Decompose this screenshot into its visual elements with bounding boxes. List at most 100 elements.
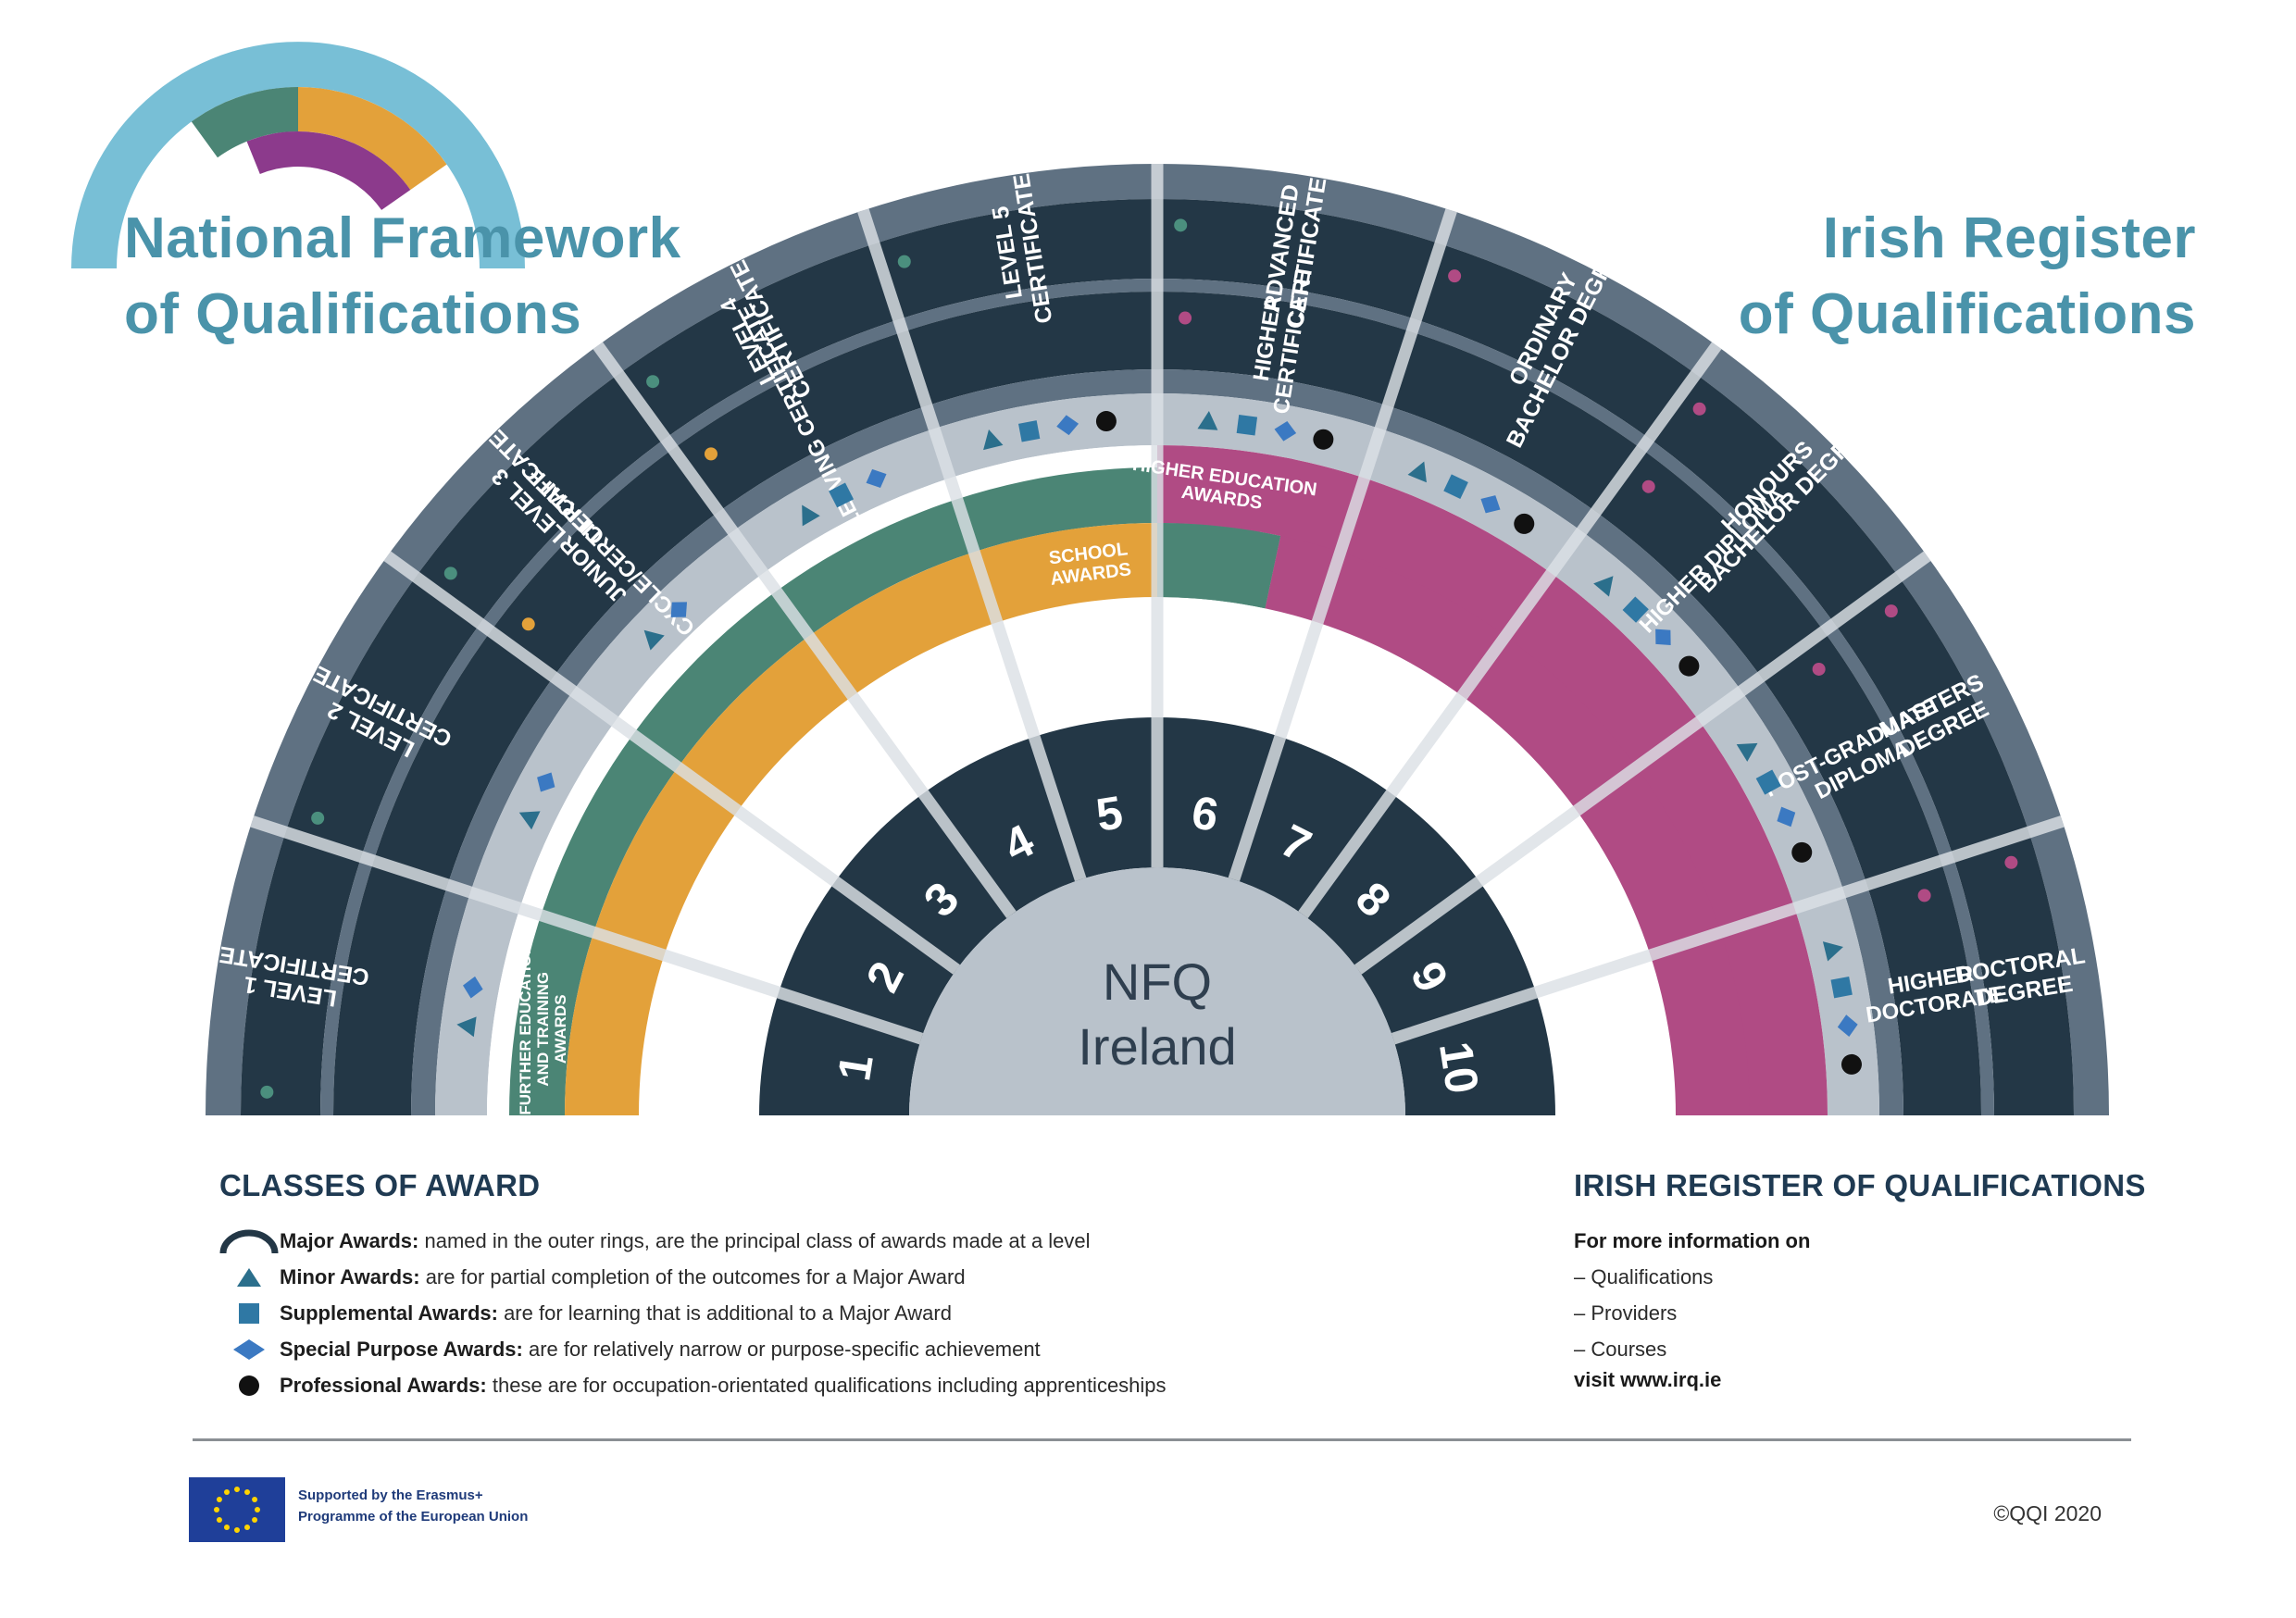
level10-dia-icon-shape (1837, 1014, 1858, 1038)
diamond-icon (218, 1334, 280, 1365)
level2-dia-icon (537, 772, 555, 792)
level4-tri-icon (802, 504, 820, 527)
nfq-title-line1: National Framework (124, 206, 681, 270)
level1-dia-icon-shape (463, 976, 483, 999)
erasmus-support-text: Supported by the Erasmus+ Programme of t… (298, 1485, 528, 1527)
level3-tri-icon-shape (643, 629, 665, 651)
spoke-1 (250, 815, 924, 1045)
level4-dia-icon-shape (866, 468, 887, 489)
level10-tri-icon-shape (1822, 941, 1843, 962)
outer-dot-5 (897, 255, 911, 268)
eu-star-3 (244, 1525, 250, 1531)
level9-tri-icon-shape (1736, 742, 1758, 762)
legend-supplemental-text: are for learning that is additional to a… (497, 1301, 952, 1325)
legend-row-supplemental: Supplemental Awards: are for learning th… (218, 1298, 952, 1329)
level8-dia-icon-shape (1655, 629, 1671, 646)
level9-dia-icon-shape (1777, 806, 1796, 828)
square-icon (218, 1298, 280, 1329)
logo-arc-purple (246, 131, 411, 210)
inner-dot-3 (1179, 311, 1192, 325)
level10-sq-icon-shape (1830, 976, 1853, 999)
legend-supplemental-title: Supplemental Awards: (280, 1301, 498, 1325)
further-education-label-line-1: FURTHER EDUCATION (517, 943, 534, 1115)
level7-dot-icon-shape (1514, 513, 1535, 534)
outer-dot-4 (646, 375, 660, 389)
outer-dot-10 (2004, 855, 2018, 869)
level5-dot-icon-shape (1095, 411, 1117, 432)
level6-dia-icon (1274, 421, 1297, 442)
level3-dia-icon (670, 602, 688, 617)
eu-star-7 (214, 1507, 219, 1512)
level4-dia-icon (866, 468, 887, 489)
level5-dia-icon (1056, 415, 1079, 436)
eu-star-4 (234, 1527, 240, 1533)
eu-star-2 (252, 1517, 258, 1523)
level7-dia-icon-shape (1480, 495, 1501, 514)
eu-star-10 (234, 1487, 240, 1492)
level7-tri-icon (1407, 461, 1427, 483)
legend-row-major: Major Awards: named in the outer rings, … (218, 1226, 1091, 1257)
level10-dot-icon-shape (1841, 1053, 1862, 1075)
erasmus-line1: Supported by the Erasmus+ (298, 1487, 483, 1503)
legend-row-professional: Professional Awards: these are for occup… (218, 1370, 1167, 1401)
outer-dot-2 (311, 811, 325, 825)
major-arc-icon (218, 1226, 280, 1257)
spoke-7 (1298, 342, 1722, 919)
nfq-title: National Framework of Qualifications (124, 201, 681, 353)
classes-of-award-heading: CLASSES OF AWARD (219, 1168, 541, 1202)
nfq-logo (71, 42, 525, 269)
eu-star-11 (244, 1488, 250, 1495)
irq-title-line1: Irish Register (1822, 206, 2196, 270)
footer-divider (193, 1438, 2131, 1441)
eu-star-1 (255, 1507, 260, 1512)
level5-tri-icon-shape (983, 429, 1004, 451)
level6-dot-icon (1313, 429, 1334, 450)
eu-star-6 (216, 1517, 222, 1523)
level5-sq-icon (1017, 420, 1041, 442)
level1-tri-icon (456, 1016, 477, 1038)
level2-tri-icon-shape (518, 811, 541, 830)
level-ring (759, 717, 1555, 1115)
level4-sq-icon-shape (829, 482, 855, 508)
level-number-10: 10 (1429, 1039, 1489, 1098)
eu-star-8 (216, 1497, 222, 1502)
centre-label-nfq: NFQ (1103, 952, 1212, 1011)
level4-sq-icon (829, 482, 855, 508)
logo-arc-orange (298, 87, 447, 191)
legend-special-title: Special Purpose Awards: (280, 1338, 523, 1361)
centre-label-ireland: Ireland (1078, 1017, 1236, 1076)
level3-tri-icon (643, 629, 665, 651)
further-education-label: FURTHER EDUCATION AND TRAINING AWARDS (517, 943, 569, 1115)
level8-dia-icon (1655, 629, 1671, 646)
logo-arc-blue (71, 42, 525, 269)
erasmus-line2: Programme of the European Union (298, 1509, 529, 1525)
eu-star-5 (224, 1525, 230, 1531)
inner-dot-2 (704, 447, 718, 461)
legend-special-text: are for relatively narrow or purpose-spe… (522, 1338, 1041, 1361)
level6-tri-icon (1197, 411, 1218, 430)
level6-sq-icon-shape (1236, 415, 1258, 436)
legend-professional-title: Professional Awards: (280, 1374, 487, 1397)
irq-item-qualifications: – Qualifications (1574, 1265, 1714, 1288)
level5-tri-icon (983, 429, 1004, 451)
level7-dot-icon (1514, 513, 1535, 534)
further-education-label-line-3: AWARDS (552, 994, 569, 1064)
level2-dia-icon-shape (537, 772, 555, 792)
spoke-6 (1228, 208, 1457, 882)
legend-minor-text: are for partial completion of the outcom… (419, 1265, 966, 1288)
level1-dia-icon (463, 976, 483, 999)
irq-heading: IRISH REGISTER OF QUALIFICATIONS (1574, 1168, 2146, 1202)
inner-dot-6 (1917, 889, 1931, 902)
eu-star-9 (224, 1488, 230, 1495)
level-number-text-10: 10 (1429, 1039, 1489, 1098)
irq-link[interactable]: visit www.irq.ie (1574, 1368, 1722, 1391)
level6-dia-icon-shape (1274, 421, 1297, 442)
level8-sq-icon-shape (1622, 596, 1649, 623)
legend-row-special: Special Purpose Awards: are for relative… (218, 1334, 1041, 1365)
circle-icon (218, 1370, 280, 1401)
level9-sq-icon-shape (1755, 769, 1781, 795)
irq-item-courses: – Courses (1574, 1338, 1667, 1361)
legend-minor-title: Minor Awards: (280, 1265, 420, 1288)
school-band (565, 523, 1157, 1115)
